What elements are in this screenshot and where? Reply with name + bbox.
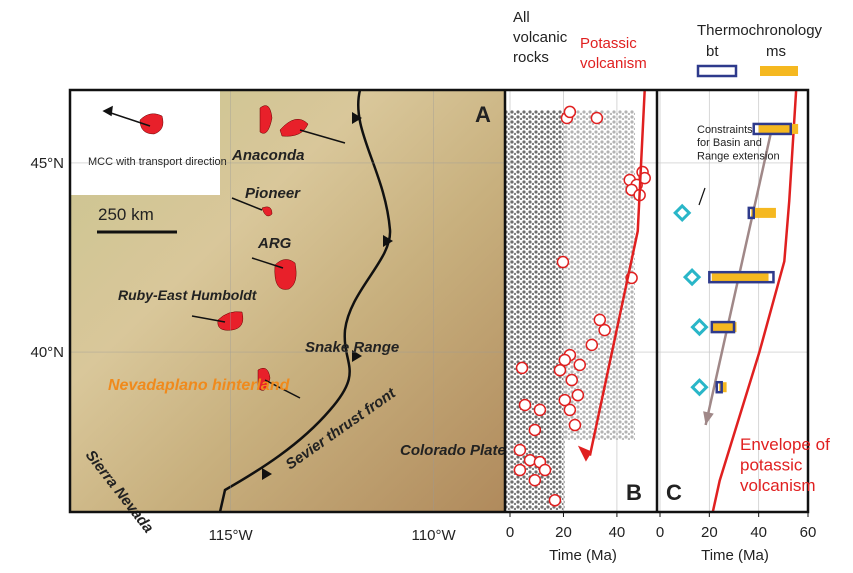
bt-bar [752,122,792,136]
map-label: ARG [257,235,292,252]
lat-label: 45°N [30,155,64,172]
panel-letter: B [626,480,642,505]
diamond [690,317,709,337]
scale-label: 250 km [98,205,154,224]
bt-bar [710,320,736,334]
diamond [690,378,709,397]
map-label: Pioneer [245,185,301,202]
plot-layer [70,89,809,517]
panel-letter: C [666,480,682,505]
envelope-line [711,89,798,513]
map-label: Snake Range [305,339,399,356]
volcanic-rock-texture [505,110,565,510]
potassic-point [571,388,585,402]
potassic-point [573,358,587,372]
map-label: Anaconda [231,147,305,164]
x-tick-label: 20 [555,524,572,541]
column-header: All volcanic rocks [513,9,568,66]
note-leader [698,187,706,206]
panel-letter: A [475,102,491,127]
potassic-point [528,473,542,487]
potassic-point [528,423,542,437]
ms-bar [751,207,776,218]
diamond [673,203,692,223]
column-header: Potassic volcanism [580,35,647,72]
potassic-point [553,363,567,377]
legend-ms: ms [766,43,786,60]
potassic-point [523,453,537,467]
potassic-point [513,463,527,477]
mcc-bodies [139,105,309,391]
x-tick-label: 60 [800,524,817,541]
arrowhead [703,411,714,426]
potassic-point [533,403,547,417]
thrust-teeth [262,112,393,480]
bt-bar [715,380,723,394]
potassic-point [538,463,552,477]
potassic-point [556,255,570,269]
diamond [682,268,702,287]
transport-arrows [102,105,346,399]
potassic-trend [588,89,646,456]
lat-label: 40°N [30,344,64,361]
potassic-point [565,373,578,387]
bt-bar [708,270,775,284]
lon-label: 110°W [412,527,457,544]
annotation: Constraints for Basin and Range extension [697,124,780,162]
ms-bar [758,123,799,134]
legend-bt: bt [706,43,719,60]
bt-bar [747,206,755,220]
x-label: Time (Ma) [701,547,769,564]
column-header: Thermochronology [697,22,823,39]
ms-bar [711,322,737,333]
x-tick-label: 0 [656,524,664,541]
x-tick-label: 40 [609,524,626,541]
potassic-point [590,111,604,125]
potassic-point [515,361,529,375]
potassic-point [593,313,607,327]
legend-box [70,90,220,195]
x-label: Time (Ma) [549,547,617,564]
potassic-point [513,443,527,457]
x-tick-label: 40 [750,524,767,541]
potassic-point [558,393,572,407]
x-tick-label: 20 [701,524,718,541]
frame [68,88,810,514]
potassic-point [585,338,599,352]
sevier-front [218,89,392,513]
potassic-point [563,105,577,119]
map-label: Nevadaplano hinterland [108,377,291,394]
potassic-point [548,494,562,507]
potassic-point [563,403,577,417]
ms-bar [711,272,769,283]
potassic-point [558,353,572,367]
potassic-point [598,323,611,337]
trend-arrowhead [577,445,592,462]
legend-bt-swatch [696,64,738,78]
map-label: Colorado Plateau [400,442,523,459]
map-label: Ruby-East Humboldt [118,287,258,303]
legend-text: MCC with transport direction [88,156,227,168]
volcanic-rock-texture [565,110,635,440]
potassic-point [568,418,582,432]
x-tick-label: 0 [506,524,514,541]
legend-ms-swatch [760,66,798,76]
lon-label: 115°W [209,527,254,544]
annotation: Envelope of potassic volcanism [740,435,830,495]
potassic-point [518,398,532,412]
